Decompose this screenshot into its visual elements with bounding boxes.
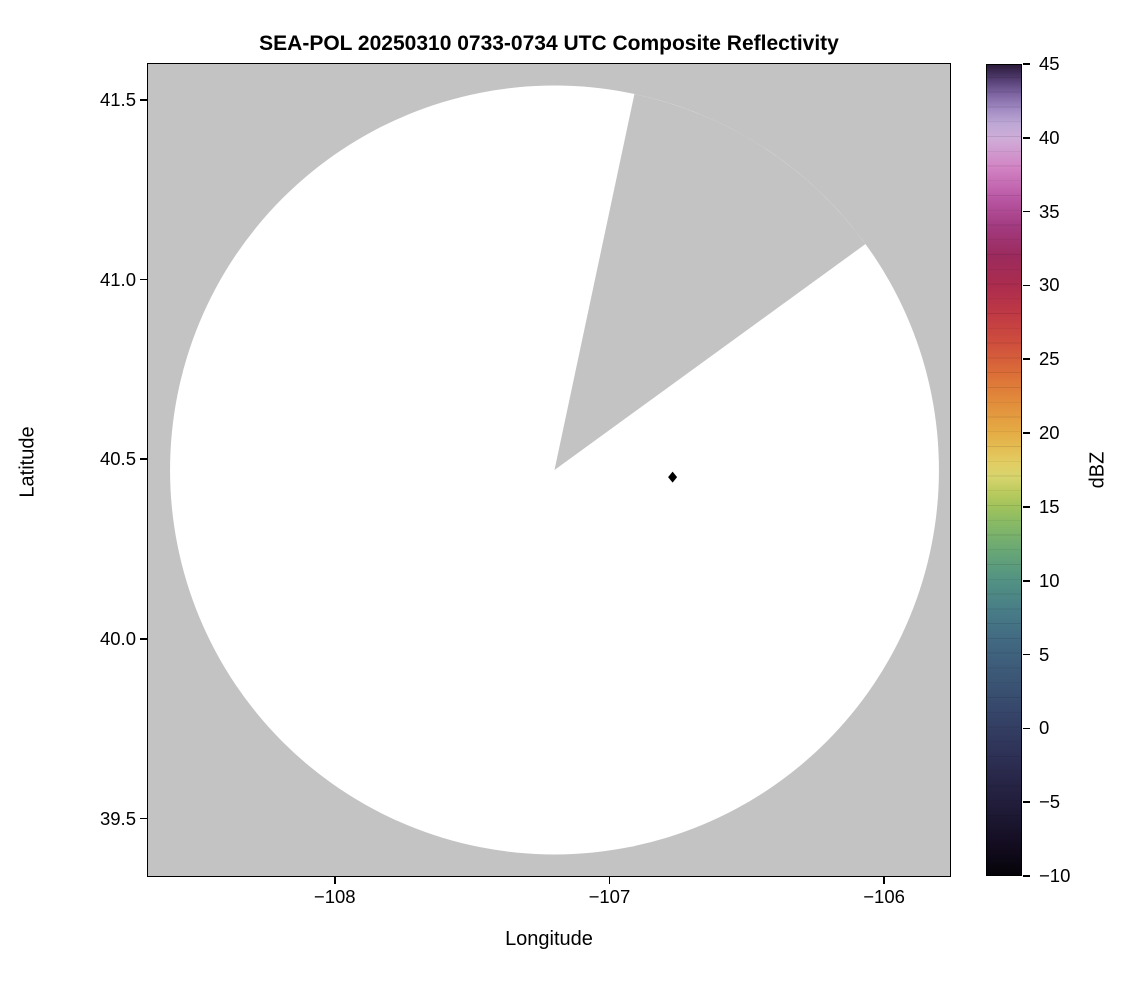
- colorbar-tick-mark: [1023, 506, 1030, 508]
- colorbar-tick-label: 15: [1039, 495, 1060, 517]
- colorbar-tick-mark: [1023, 63, 1030, 65]
- x-axis-label: Longitude: [505, 928, 593, 950]
- y-tick-mark: [140, 817, 147, 820]
- colorbar-tick-mark: [1023, 727, 1030, 730]
- y-tick-mark: [140, 638, 147, 640]
- y-tick-label: 41.5: [99, 88, 136, 110]
- x-tick-mark: [333, 877, 336, 884]
- y-tick-label: 41.0: [99, 268, 136, 290]
- colorbar-tick-label: −5: [1039, 791, 1061, 813]
- colorbar-tick-label: 0: [1039, 717, 1050, 739]
- colorbar-tick-mark: [1023, 210, 1030, 213]
- colorbar-tick-label: 5: [1039, 643, 1050, 665]
- blocked-sector-wedge: [554, 93, 866, 471]
- y-tick-label: 39.5: [99, 807, 136, 829]
- colorbar-tick-label: 10: [1039, 569, 1060, 591]
- colorbar-tick-mark: [1023, 432, 1030, 434]
- y-tick-mark: [140, 99, 147, 101]
- echo-marker-diamond: [668, 471, 678, 483]
- colorbar-tick-mark: [1023, 284, 1030, 287]
- y-tick-label: 40.0: [99, 627, 136, 649]
- colorbar-tick-mark: [1023, 875, 1030, 877]
- colorbar-tick-label: 35: [1039, 200, 1060, 222]
- colorbar-tick-label: 45: [1039, 53, 1060, 74]
- colorbar-tick-mark: [1023, 579, 1030, 582]
- colorbar-tick-label: 20: [1039, 422, 1060, 444]
- colorbar-tick-label: 25: [1039, 348, 1060, 370]
- colorbar-tick-mark: [1023, 801, 1030, 803]
- x-tick-mark: [883, 877, 885, 884]
- colorbar-tick-label: 30: [1039, 274, 1060, 296]
- x-tick-label: −108: [313, 886, 356, 907]
- y-tick-mark: [140, 278, 147, 281]
- y-tick-label: 40.5: [99, 448, 136, 470]
- colorbar-tick-label: −10: [1039, 865, 1071, 886]
- colorbar-tick-mark: [1023, 358, 1030, 361]
- y-tick-mark: [140, 458, 147, 460]
- colorbar: [986, 64, 1022, 876]
- radar-plot-canvas: [148, 64, 950, 876]
- x-tick-label: −106: [863, 886, 905, 907]
- x-tick-label: −107: [588, 886, 631, 907]
- colorbar-tick-mark: [1023, 137, 1030, 139]
- colorbar-tick-mark: [1023, 653, 1030, 656]
- colorbar-axis-label: dBZ: [1086, 451, 1109, 489]
- x-tick-mark: [608, 877, 611, 884]
- colorbar-discrete-bands: [987, 65, 1021, 875]
- colorbar-tick-label: 40: [1039, 126, 1060, 148]
- chart-title: SEA-POL 20250310 0733-0734 UTC Composite…: [259, 32, 839, 55]
